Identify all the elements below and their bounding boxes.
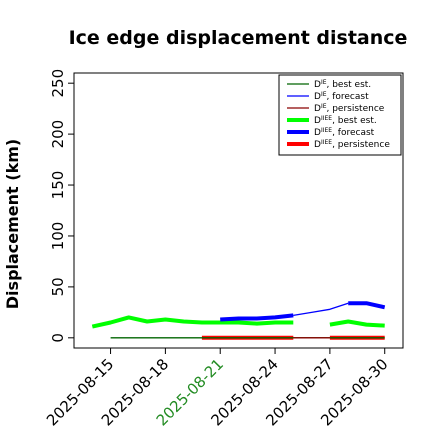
series-line (91, 315, 294, 329)
legend-entry: DIIEE, persistence (314, 139, 390, 150)
plot-area (91, 301, 386, 340)
legend-entry: DIE, persistence (314, 103, 385, 114)
y-tick-label: 200 (49, 120, 67, 149)
chart-title: Ice edge displacement distance (69, 27, 408, 49)
plot-frame (73, 72, 404, 349)
y-tick-label: 100 (49, 222, 67, 251)
series-line (329, 319, 385, 328)
y-tick-label: 50 (49, 277, 67, 296)
legend-entry: DIIEE, forecast (314, 127, 375, 138)
y-tick-label: 150 (49, 171, 67, 200)
series-line (348, 301, 386, 310)
series-line (293, 302, 349, 317)
legend-box (278, 74, 402, 156)
legend-entry: DIE, best est. (314, 79, 371, 90)
y-tick-label: 250 (49, 69, 67, 98)
y-tick-label: 0 (49, 333, 67, 343)
x-axis: 2025-08-152025-08-182025-08-212025-08-24… (43, 348, 392, 429)
y-axis-label: Displacement (km) (3, 139, 22, 309)
y-axis: 0 50 100 150 200 250 (49, 69, 74, 343)
series-line (220, 313, 294, 322)
legend-entry: DIIEE, best est. (314, 115, 377, 126)
legend-entry: DIE, forecast (314, 91, 369, 102)
